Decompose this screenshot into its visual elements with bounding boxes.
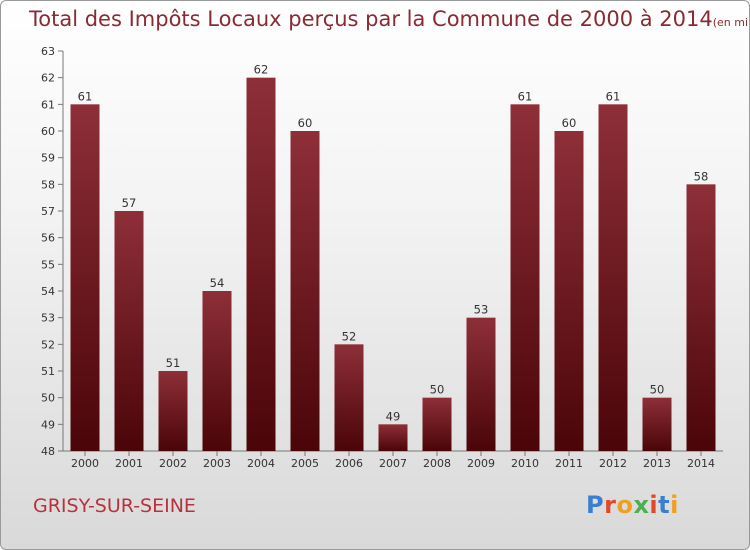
- x-tick-label: 2003: [203, 457, 231, 470]
- bar: [290, 131, 320, 451]
- chart-title: Total des Impôts Locaux perçus par la Co…: [29, 7, 749, 31]
- x-tick-label: 2000: [71, 457, 99, 470]
- bar-value-label: 52: [342, 329, 357, 343]
- y-tick-label: 53: [41, 312, 55, 325]
- x-tick-label: 2014: [687, 457, 715, 470]
- bar: [70, 104, 100, 451]
- bar-value-label: 61: [518, 89, 533, 103]
- bar: [334, 344, 364, 451]
- bar: [114, 211, 144, 451]
- y-tick-label: 58: [41, 178, 55, 191]
- bar-value-label: 51: [166, 356, 181, 370]
- y-tick-label: 57: [41, 205, 55, 218]
- bar-value-label: 57: [122, 196, 137, 210]
- x-tick-label: 2008: [423, 457, 451, 470]
- x-tick-label: 2001: [115, 457, 143, 470]
- axes: 48 49 50 51 52 53 54 55 56 57 58 59 60 61 62 63 2000 2001…: [41, 45, 723, 470]
- logo-letter: i: [670, 491, 679, 519]
- bar-value-label: 62: [254, 63, 269, 77]
- bar-value-label: 50: [430, 383, 445, 397]
- bar-value-label: 49: [386, 409, 401, 423]
- chart-unit: (en milliers d'€): [712, 16, 749, 29]
- bar: [554, 131, 584, 451]
- x-tick-label: 2006: [335, 457, 363, 470]
- bar-value-label: 54: [210, 276, 225, 290]
- bar-value-label: 58: [694, 169, 709, 183]
- bar: [598, 104, 628, 451]
- x-tick-label: 2007: [379, 457, 407, 470]
- x-tick-label: 2002: [159, 457, 187, 470]
- bar: [158, 371, 188, 451]
- logo-letter: r: [604, 491, 617, 519]
- logo-letter: t: [658, 491, 671, 519]
- chart-title-text: Total des Impôts Locaux perçus par la Co…: [29, 7, 713, 31]
- logo-letter: i: [649, 491, 659, 519]
- x-tick-label: 2005: [291, 457, 319, 470]
- y-tick-label: 48: [41, 445, 55, 458]
- x-tick-label: 2004: [247, 457, 275, 470]
- bar: [202, 291, 232, 451]
- y-tick-label: 55: [41, 258, 55, 271]
- bar-value-label: 53: [474, 303, 489, 317]
- y-tick-label: 56: [41, 232, 55, 245]
- y-tick-label: 61: [41, 98, 55, 111]
- x-tick-label: 2010: [511, 457, 539, 470]
- bar: [642, 397, 672, 451]
- y-tick-label: 62: [41, 72, 55, 85]
- bar: [466, 317, 496, 451]
- x-tick-label: 2009: [467, 457, 495, 470]
- y-tick-label: 59: [41, 152, 55, 165]
- y-tick-label: 63: [41, 45, 55, 58]
- y-tick-label: 60: [41, 125, 55, 138]
- y-tick-label: 49: [41, 418, 55, 431]
- proxiti-logo: Proxiti: [586, 491, 679, 519]
- bar: [686, 184, 716, 452]
- y-tick-label: 50: [41, 392, 55, 405]
- bar: [422, 397, 452, 451]
- x-tick-label: 2011: [555, 457, 583, 470]
- y-tick-label: 51: [41, 365, 55, 378]
- x-tick-label: 2013: [643, 457, 671, 470]
- logo-letter: o: [616, 491, 634, 519]
- bars-group: 61 57 51 54 62 60 52 49 50 53 61 60 61 50 58: [70, 63, 716, 452]
- y-tick-label: 52: [41, 338, 55, 351]
- bar-value-label: 61: [78, 89, 93, 103]
- bar-value-label: 50: [650, 383, 665, 397]
- bar: [378, 424, 408, 451]
- y-tick-label: 54: [41, 285, 55, 298]
- logo-letter: x: [633, 491, 650, 519]
- x-tick-label: 2012: [599, 457, 627, 470]
- bar-value-label: 60: [562, 116, 577, 130]
- bar: [246, 77, 276, 452]
- bar-value-label: 61: [606, 89, 621, 103]
- bar-value-label: 60: [298, 116, 313, 130]
- logo-letter: P: [586, 491, 605, 519]
- bar: [510, 104, 540, 451]
- commune-name: GRISY-SUR-SEINE: [33, 495, 196, 517]
